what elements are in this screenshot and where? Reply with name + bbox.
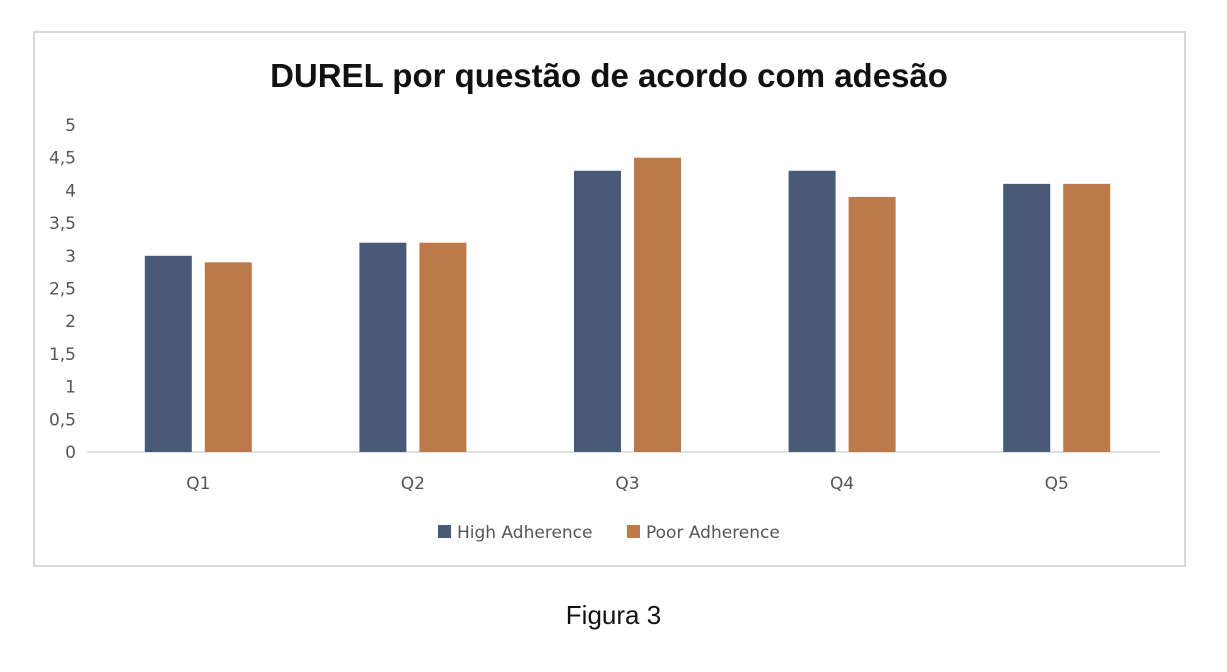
legend-label: Poor Adherence (646, 523, 780, 543)
y-tick-label: 2 (65, 312, 76, 332)
x-tick-label: Q5 (1045, 474, 1069, 494)
y-tick-label: 2,5 (49, 280, 76, 300)
chart-title: DUREL por questão de acordo com adesão (270, 57, 948, 94)
y-axis: 0 0,5 1 1,5 2 2,5 3 3,5 4 4,5 5 (49, 116, 76, 463)
legend-swatch (627, 525, 640, 538)
y-tick-label: 3,5 (49, 214, 76, 234)
y-tick-label: 5 (65, 116, 76, 136)
legend-swatch (438, 525, 451, 538)
legend: High Adherence Poor Adherence (438, 523, 780, 543)
y-tick-label: 1,5 (49, 345, 76, 365)
x-axis: Q1 Q2 Q3 Q4 Q5 (186, 474, 1069, 494)
y-tick-label: 1 (65, 378, 76, 398)
y-tick-label: 3 (65, 247, 76, 267)
x-tick-label: Q2 (401, 474, 425, 494)
x-tick-label: Q1 (186, 474, 210, 494)
bar-poor-adherence-q4 (848, 196, 896, 452)
y-tick-label: 0 (65, 443, 76, 463)
bar-high-adherence-q4 (788, 170, 836, 452)
bar-high-adherence-q5 (1003, 183, 1051, 453)
x-tick-label: Q4 (830, 474, 854, 494)
bars (144, 157, 1111, 453)
bar-poor-adherence-q5 (1063, 183, 1111, 453)
bar-poor-adherence-q1 (204, 262, 252, 452)
x-tick-label: Q3 (615, 474, 639, 494)
legend-label: High Adherence (457, 523, 593, 543)
bar-high-adherence-q3 (574, 170, 621, 452)
bar-poor-adherence-q3 (634, 157, 681, 452)
bar-high-adherence-q2 (359, 242, 407, 452)
figure-caption: Figura 3 (565, 600, 662, 630)
y-tick-label: 4 (65, 181, 76, 201)
y-tick-label: 0,5 (49, 410, 76, 430)
y-tick-label: 4,5 (49, 149, 76, 169)
bar-chart: DUREL por questão de acordo com adesão 0… (49, 57, 1160, 543)
bar-poor-adherence-q2 (419, 242, 467, 452)
bar-high-adherence-q1 (144, 255, 192, 452)
